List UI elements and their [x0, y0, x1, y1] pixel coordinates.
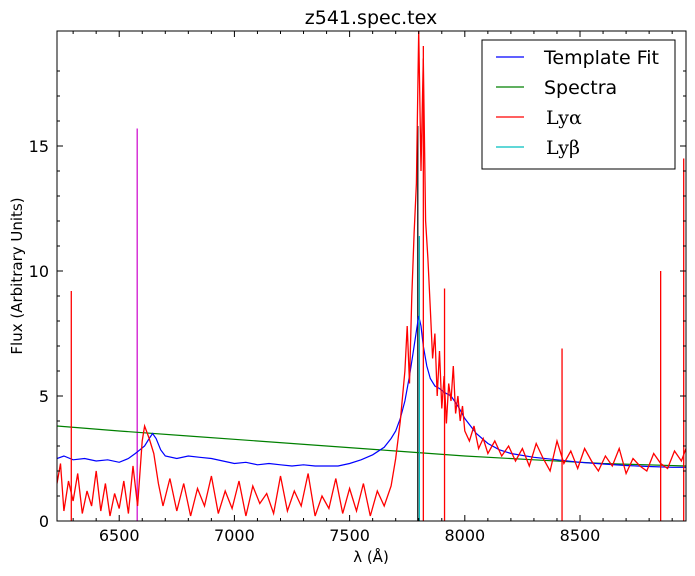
series-line-0	[57, 315, 686, 468]
y-tick-label: 5	[39, 387, 49, 406]
series-line-2	[57, 31, 686, 517]
x-tick-label: 7500	[329, 526, 370, 545]
legend: Template Fit Spectra Lyα Lyβ	[481, 39, 676, 170]
legend-label-2: Lyα	[546, 107, 582, 129]
x-tick-label: 6500	[99, 526, 140, 545]
x-tick-label: 8500	[560, 526, 601, 545]
legend-label-3: Lyβ	[546, 137, 580, 159]
x-axis-label: λ (Å)	[353, 547, 389, 566]
x-tick-label: 7000	[214, 526, 255, 545]
axis-ticks: 6500 7000 7500 8000 8500 0 5 10 15	[29, 31, 686, 545]
axes-frame	[56, 30, 687, 522]
legend-label-1: Spectra	[544, 77, 617, 99]
x-tick-label: 8000	[444, 526, 485, 545]
y-tick-label: 0	[39, 512, 49, 531]
chart-title: z541.spec.tex	[305, 7, 437, 29]
y-tick-label: 10	[29, 262, 49, 281]
y-axis-label: Flux (Arbitrary Units)	[8, 197, 26, 354]
legend-label-0: Template Fit	[543, 47, 659, 69]
y-tick-label: 15	[29, 137, 49, 156]
plot-area	[57, 31, 686, 521]
